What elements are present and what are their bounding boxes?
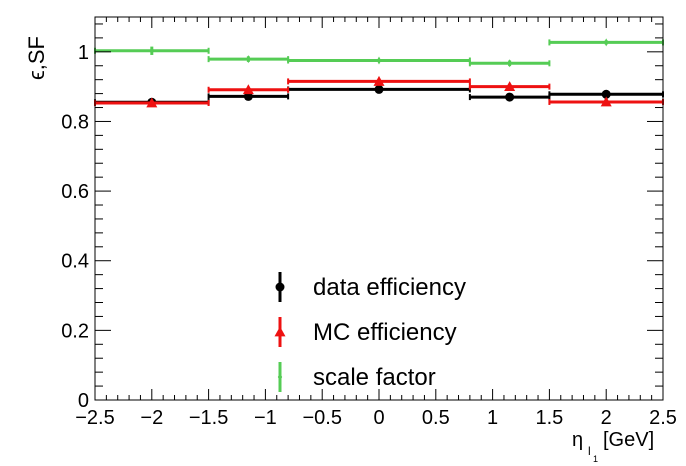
data-point	[507, 59, 512, 68]
data-point	[373, 75, 385, 86]
data-point	[149, 46, 154, 55]
legend-marker	[277, 373, 283, 381]
y-tick-label: 0.8	[61, 111, 89, 133]
y-tick-label: 0.4	[61, 251, 89, 273]
data-point	[600, 96, 612, 107]
x-tick-label: −1.5	[189, 407, 228, 429]
x-tick-label: 1	[487, 407, 498, 429]
legend-entry: MC efficiency	[274, 317, 457, 347]
y-tick-label: 0.2	[61, 320, 89, 342]
y-tick-label: 1	[78, 42, 89, 64]
data-point	[604, 38, 609, 47]
x-axis-label-subscript: l	[588, 444, 591, 458]
data-point	[146, 97, 158, 108]
x-tick-label: 1.5	[535, 407, 563, 429]
y-tick-label: 0	[78, 390, 89, 412]
x-tick-label: −0.5	[302, 407, 341, 429]
x-axis-label: η l 1 [GeV]	[572, 429, 654, 464]
data-point	[505, 92, 515, 102]
data-point	[601, 89, 611, 99]
legend-marker	[274, 326, 286, 337]
y-tick-label: 0.6	[61, 181, 89, 203]
x-tick-label: 2.5	[649, 407, 677, 429]
x-tick-label: −1	[254, 407, 277, 429]
x-tick-label: −2	[140, 407, 163, 429]
data-point	[376, 56, 382, 65]
legend-entry: data efficiency	[275, 272, 466, 302]
x-tick-label: −2.5	[75, 407, 114, 429]
legend-marker	[275, 282, 285, 292]
x-axis-label-unit: [GeV]	[603, 429, 654, 451]
legend-label: scale factor	[313, 364, 436, 391]
series-mc-efficiency	[94, 75, 664, 108]
axes: −2.5 −2 −1.5 −1 −0.5 0 0.5 1 1.5 2 2.5 0 0.2 0.4 0.6 0.…	[61, 16, 677, 429]
data-point	[246, 55, 251, 64]
x-tick-label: 0.5	[422, 407, 450, 429]
legend-label: data efficiency	[313, 274, 466, 301]
x-tick-label: 0	[373, 407, 384, 429]
data-point	[374, 84, 384, 94]
x-tick-label: 2	[601, 407, 612, 429]
legend-entry: scale factor	[277, 362, 436, 392]
data-marks	[94, 38, 664, 108]
data-point	[504, 81, 516, 92]
data-point	[242, 84, 254, 95]
series-scale-factor	[94, 38, 664, 68]
legend: data efficiency MC efficiency scale factor	[274, 272, 466, 392]
y-axis-label: ϵ,SF	[24, 36, 49, 80]
x-axis-label-symbol: η	[572, 429, 583, 451]
x-axis-label-subsubscript: 1	[593, 454, 598, 464]
legend-label: MC efficiency	[313, 319, 457, 346]
